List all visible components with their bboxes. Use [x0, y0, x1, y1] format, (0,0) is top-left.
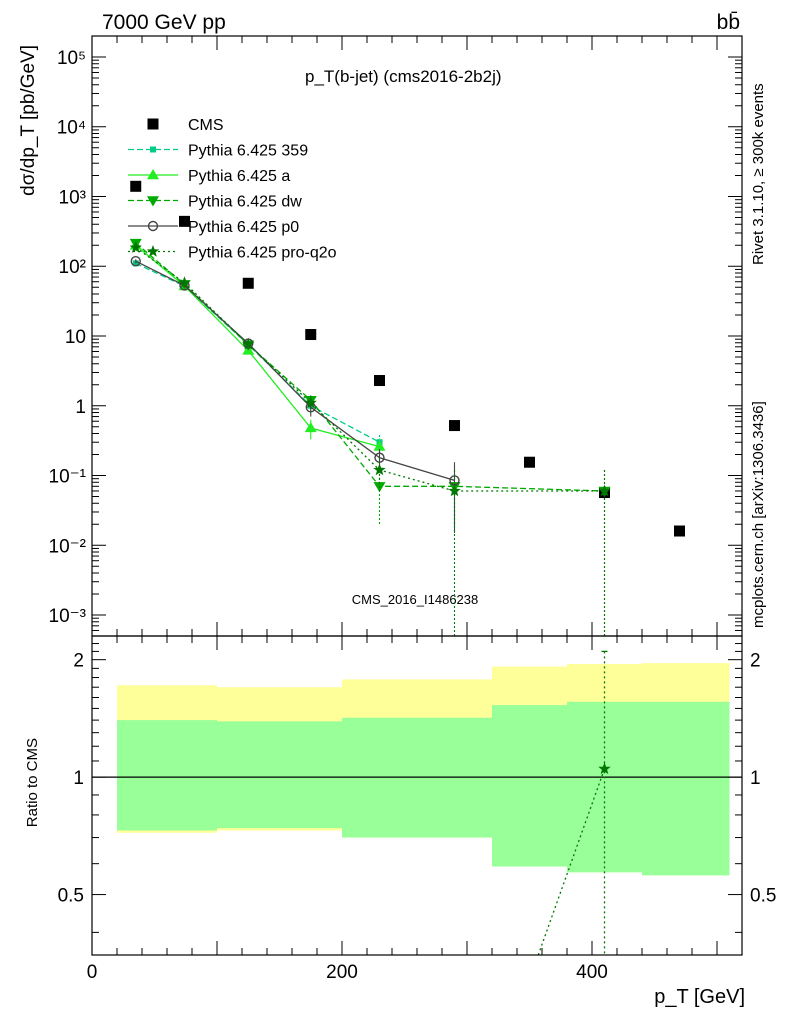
data-point: [242, 277, 254, 289]
data-point: [373, 440, 386, 451]
legend-marker-pq2o: [146, 245, 160, 257]
legend-marker-pa: [147, 169, 159, 180]
rivet-label: Rivet 3.1.10, ≥ 300k events: [750, 83, 767, 265]
y-tick-label: 10⁻¹: [49, 467, 87, 488]
series-p359: [132, 260, 383, 452]
ratio-y-tick-label-right: 2: [750, 651, 761, 672]
band-inner-bin: [642, 701, 730, 876]
data-point: [598, 484, 611, 497]
ratio-y-tick-label-right: 0.5: [750, 886, 776, 907]
legend-label-pdw: Pythia 6.425 dw: [188, 194, 302, 211]
series-pp0: [130, 256, 460, 533]
y-tick-label: 1: [75, 397, 86, 418]
process-label: bb̄: [717, 11, 740, 34]
band-inner-bin: [117, 720, 217, 831]
legend-marker-data: [147, 118, 159, 130]
data-point: [242, 337, 255, 350]
legend-label-data: CMS: [188, 117, 224, 134]
legend-label-p359: Pythia 6.425 359: [188, 143, 308, 160]
data-point: [304, 421, 317, 433]
legend-marker-pdw: [147, 196, 159, 207]
data-point: [374, 375, 385, 387]
y-tick-label: 10⁻³: [49, 606, 87, 627]
data-point: [129, 241, 142, 253]
ratio-y-axis-label: Ratio to CMS: [24, 738, 41, 827]
band-inner-bin: [217, 721, 342, 829]
axes-frames: 10⁵ 10⁴ 10³ 10² 10 1 10⁻¹ 10⁻² 10⁻³ 0 200 400 0.5 0.5…: [49, 35, 776, 983]
y-tick-label: 10⁵: [57, 48, 86, 69]
legend-label-pa: Pythia 6.425 a: [188, 168, 290, 185]
x-tick-label: 0: [87, 962, 98, 983]
ratio-point: [598, 762, 611, 775]
ratio-y-tick-label: 0.5: [58, 886, 84, 907]
main-y-axis-label: dσ/dp_T [pb/GeV]: [18, 45, 39, 196]
plot-title: p_T(b-jet) (cms2016-2b2j): [305, 67, 502, 86]
data-point: [178, 276, 191, 288]
series-pa: [129, 239, 386, 458]
x-axis-label: p_T [GeV]: [654, 986, 745, 1008]
legend-marker-pp0: [147, 220, 159, 232]
ratio-panel: [92, 650, 742, 955]
ratio-plot-area: [92, 650, 742, 955]
data-point: [130, 180, 142, 192]
y-tick-label: 10²: [59, 257, 86, 278]
analysis-label: CMS_2016_I1486238: [352, 592, 479, 607]
data-point: [373, 463, 386, 476]
data-point: [130, 256, 141, 267]
series-pdw: [129, 238, 611, 636]
x-tick-label: 200: [326, 962, 358, 983]
band-inner-bin: [492, 705, 567, 867]
energy-label: 7000 GeV pp: [102, 11, 226, 34]
y-tick-label: 10⁻²: [49, 536, 87, 557]
legend-marker-p359: [150, 146, 156, 153]
data-point: [524, 456, 535, 468]
series-line-pq2o: [135, 247, 605, 492]
x-tick-label: 400: [576, 962, 608, 983]
legend-label-pp0: Pythia 6.425 p0: [188, 219, 299, 236]
data-point: [449, 420, 460, 432]
main-plot-area: [129, 180, 685, 636]
ratio-y-tick-label: 2: [73, 651, 84, 672]
main-panel: [129, 180, 685, 636]
series-line-pa: [135, 244, 380, 448]
series-pq2o: [129, 241, 611, 636]
data-point: [179, 215, 190, 227]
legend: CMS Pythia 6.425 359 Pythia 6.425 a Pythia …: [128, 117, 337, 262]
ratio-y-tick-label-right: 1: [750, 768, 761, 789]
data-point: [448, 484, 461, 497]
y-tick-label: 10: [65, 327, 86, 348]
data-point: [304, 396, 317, 409]
y-tick-label: 10³: [59, 187, 86, 208]
y-tick-label: 10⁴: [57, 118, 86, 139]
ratio-y-tick-label: 1: [73, 768, 84, 789]
source-label: mcplots.cern.ch [arXiv:1306.3436]: [750, 401, 767, 628]
data-point: [305, 329, 317, 341]
series-line-pp0: [135, 260, 455, 482]
legend-label-pq2o: Pythia 6.425 pro-q2o: [188, 245, 337, 262]
series-line-pdw: [135, 242, 605, 492]
data-point: [674, 525, 685, 537]
